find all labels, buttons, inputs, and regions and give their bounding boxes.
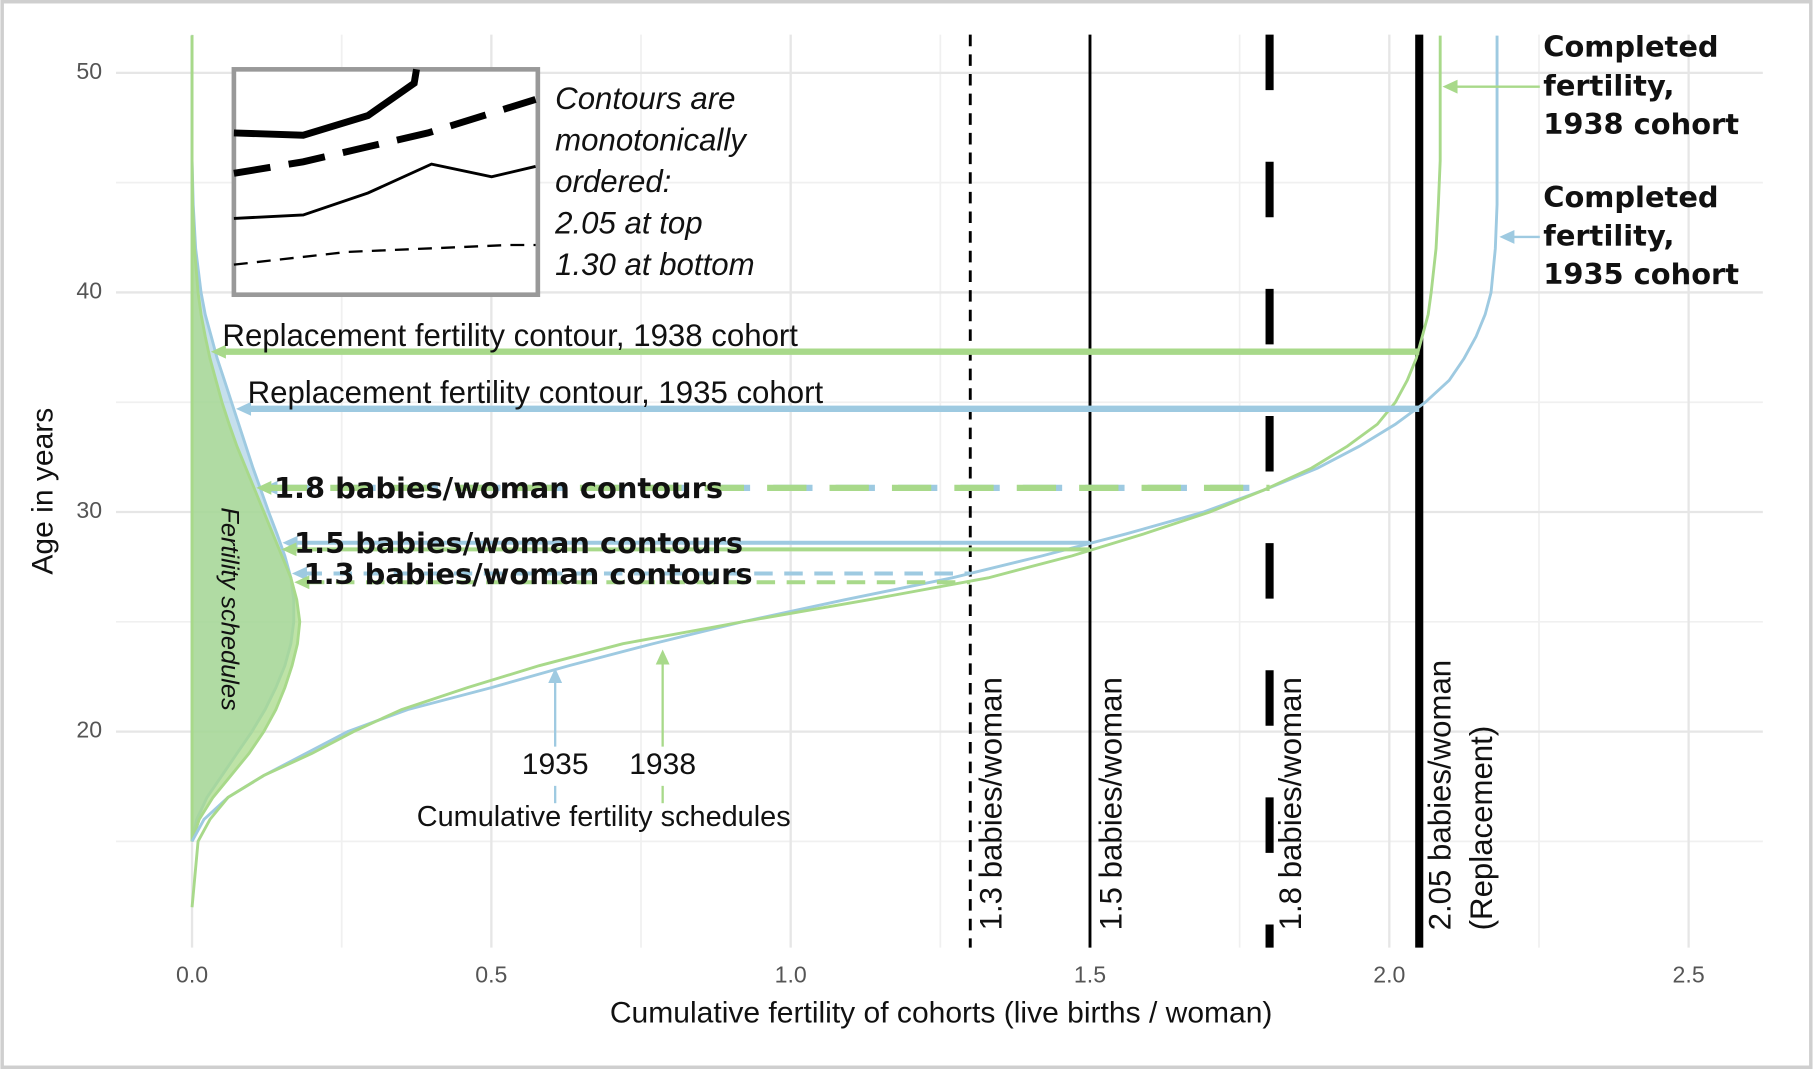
inset-line: [233, 96, 537, 177]
completed-label: Completed: [1543, 30, 1718, 64]
series-arrowhead: [655, 649, 670, 665]
schedule-area: [190, 35, 302, 842]
contour-label: 1.3 babies/woman contours: [303, 557, 752, 591]
reference-label: 1.5 babies/woman: [1093, 677, 1128, 930]
contour-label: Replacement fertility contour, 1938 coho…: [222, 318, 798, 353]
inset-text: ordered:: [555, 164, 671, 199]
schedule-label: Fertility schedules: [215, 507, 243, 711]
inset-line: [233, 68, 420, 139]
inset-line: [233, 243, 536, 266]
reference-label: 1.8 babies/woman: [1273, 677, 1308, 930]
cumulative-line: [190, 35, 1442, 908]
completed-label: Completed: [1543, 180, 1718, 214]
inset-line: [233, 162, 536, 220]
series-label: 1935: [522, 748, 589, 781]
contour-arrow: [210, 344, 226, 359]
labels: Cumulative fertility of cohorts (live bi…: [26, 30, 1739, 1030]
y-tick-label: 20: [76, 717, 102, 743]
contour-arrow: [294, 575, 310, 590]
marks: [190, 34, 1499, 948]
series-arrowhead: [548, 667, 563, 684]
y-tick-label: 50: [76, 58, 102, 84]
x-axis-title: Cumulative fertility of cohorts (live bi…: [610, 997, 1273, 1030]
x-tick-label: 1.0: [775, 962, 807, 988]
inset: Contours are monotonically ordered: 2.05 at…: [231, 67, 755, 298]
series-label: 1938: [629, 748, 696, 781]
x-tick-label: 1.5: [1074, 962, 1106, 988]
reference-label: (Replacement): [1464, 726, 1499, 931]
completed-label: 1935 cohort: [1543, 257, 1739, 291]
contour-arrow: [281, 542, 297, 557]
x-tick-label: 0.5: [475, 962, 507, 988]
contour-label: 1.8 babies/woman contours: [274, 471, 723, 505]
contour-arrow: [291, 566, 307, 581]
inset-text: 1.30 at bottom: [555, 247, 754, 282]
inset-text: monotonically: [555, 122, 748, 157]
x-tick-label: 2.5: [1673, 962, 1705, 988]
reference-label: 2.05 babies/woman: [1423, 660, 1458, 930]
completed-label: fertility,: [1543, 218, 1674, 252]
contour-label: 1.5 babies/woman contours: [294, 526, 743, 560]
contour-arrow: [256, 480, 272, 495]
y-tick-label: 40: [76, 278, 102, 304]
cumulative-label: Cumulative fertility schedules: [417, 801, 791, 833]
inset-text: Contours are: [555, 81, 735, 116]
x-tick-label: 2.0: [1373, 962, 1405, 988]
contour-label: Replacement fertility contour, 1935 coho…: [248, 375, 824, 410]
completed-arrowhead: [1499, 229, 1515, 244]
completed-label: fertility,: [1543, 68, 1674, 102]
reference-label: 1.3 babies/woman: [974, 677, 1009, 930]
x-tick-label: 0.0: [176, 962, 208, 988]
contour-arrow: [236, 401, 252, 416]
y-axis-title: Age in years: [26, 408, 59, 575]
y-tick-label: 30: [76, 497, 102, 523]
completed-arrowhead: [1442, 79, 1458, 94]
inset-text: 2.05 at top: [554, 206, 702, 241]
completed-label: 1938 cohort: [1543, 107, 1739, 141]
